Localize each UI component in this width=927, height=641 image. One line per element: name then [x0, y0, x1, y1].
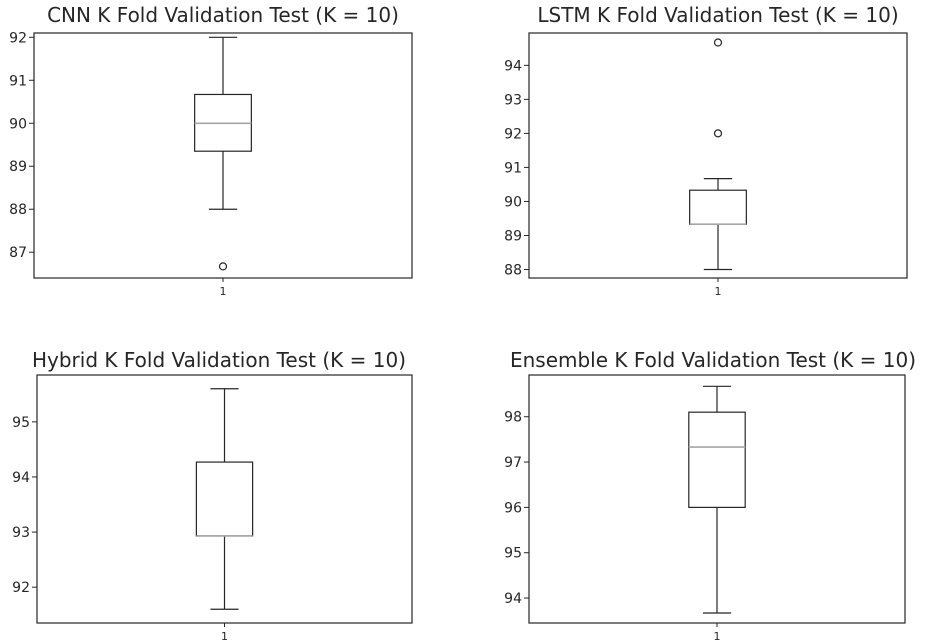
x-tick-label: 1 [715, 285, 722, 298]
y-tick-label: 96 [504, 500, 522, 516]
x-tick-label: 1 [220, 285, 227, 298]
subplot-hybrid: Hybrid K Fold Validation Test (K = 10) 9… [12, 348, 413, 641]
y-tick-label: 98 [504, 410, 522, 426]
iqr-box [689, 189, 747, 225]
iqr-box [195, 461, 254, 537]
y-tick-label: 93 [12, 525, 30, 541]
y-tick-label: 92 [504, 126, 522, 142]
y-tick-label: 94 [504, 591, 522, 607]
y-tick-label: 92 [9, 30, 27, 46]
outlier-point [218, 262, 228, 271]
plot-marks: 87 88 89 90 91 92 1 [9, 30, 252, 298]
subplot-title: Ensemble K Fold Validation Test (K = 10) [510, 348, 916, 372]
y-tick-label: 97 [504, 455, 522, 471]
y-tick-label: 94 [504, 58, 522, 74]
y-tick-label: 95 [504, 546, 522, 562]
subplot-lstm: LSTM K Fold Validation Test (K = 10) 888… [504, 3, 908, 298]
subplot-title: LSTM K Fold Validation Test (K = 10) [537, 3, 898, 27]
y-tick-label: 93 [504, 92, 522, 108]
x-tick-label: 1 [221, 630, 228, 641]
outlier-point [713, 38, 723, 47]
y-tick-label: 94 [12, 470, 30, 486]
outlier-point [713, 129, 723, 138]
y-tick-label: 90 [9, 116, 27, 132]
x-tick-label: 1 [714, 630, 721, 641]
y-tick-label: 95 [12, 415, 30, 431]
y-tick-label: 89 [504, 228, 522, 244]
y-tick-label: 89 [9, 159, 27, 175]
subplot-ensemble: Ensemble K Fold Validation Test (K = 10)… [504, 348, 916, 641]
iqr-box [688, 411, 746, 508]
y-tick-label: 91 [9, 73, 27, 89]
plot-marks: 94 95 96 97 98 1 [504, 385, 746, 641]
subplot-title: CNN K Fold Validation Test (K = 10) [47, 3, 399, 27]
plot-marks: 88 89 90 91 92 93 94 1 [504, 38, 747, 298]
subplot-title: Hybrid K Fold Validation Test (K = 10) [32, 348, 406, 372]
y-tick-label: 88 [504, 262, 522, 278]
y-tick-label: 88 [9, 202, 27, 218]
plot-marks: 92 93 94 95 1 [12, 388, 254, 641]
y-tick-label: 91 [504, 160, 522, 176]
y-tick-label: 90 [504, 194, 522, 210]
subplot-cnn: CNN K Fold Validation Test (K = 10) 87 88… [9, 3, 413, 298]
y-tick-label: 87 [9, 245, 27, 261]
y-tick-label: 92 [12, 580, 30, 596]
